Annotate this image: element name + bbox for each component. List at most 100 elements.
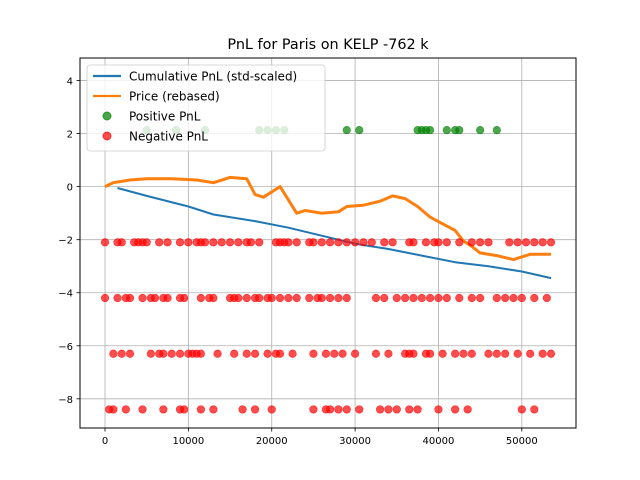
legend-label: Positive PnL bbox=[129, 110, 201, 124]
legend-label: Negative PnL bbox=[129, 130, 208, 144]
negative-pnl-point bbox=[113, 293, 122, 303]
negative-pnl-point bbox=[530, 405, 539, 414]
negative-pnl-point bbox=[284, 238, 293, 247]
negative-pnl-point bbox=[438, 349, 447, 358]
negative-pnl-point bbox=[292, 293, 301, 303]
negative-pnl-point bbox=[234, 238, 243, 247]
negative-pnl-point bbox=[109, 405, 118, 414]
negative-pnl-point bbox=[109, 349, 118, 358]
negative-pnl-point bbox=[426, 293, 435, 303]
negative-pnl-point bbox=[155, 238, 164, 247]
negative-pnl-point bbox=[209, 238, 218, 247]
negative-pnl-point bbox=[334, 293, 343, 303]
negative-pnl-point bbox=[542, 293, 551, 303]
series-line-0 bbox=[117, 187, 552, 280]
negative-pnl-point bbox=[467, 293, 476, 303]
negative-pnl-point bbox=[321, 349, 331, 358]
negative-pnl-point bbox=[530, 238, 539, 247]
negative-pnl-point bbox=[342, 405, 351, 414]
negative-pnl-point bbox=[209, 293, 218, 303]
negative-pnl-point bbox=[513, 238, 522, 247]
negative-pnl-point bbox=[384, 405, 393, 414]
negative-pnl-point bbox=[288, 349, 297, 358]
y-tick-label: 4 bbox=[67, 77, 73, 88]
negative-pnl-point bbox=[146, 349, 155, 358]
negative-pnl-point bbox=[367, 238, 376, 247]
negative-pnl-point bbox=[309, 349, 318, 358]
negative-pnl-point bbox=[380, 238, 389, 247]
negative-pnl-point bbox=[250, 349, 260, 358]
negative-pnl-point bbox=[213, 349, 222, 358]
negative-pnl-point bbox=[376, 405, 385, 414]
negative-pnl-point bbox=[451, 349, 460, 358]
negative-pnl-point bbox=[163, 238, 172, 247]
negative-pnl-point bbox=[325, 405, 335, 414]
positive-pnl-point bbox=[442, 126, 451, 135]
negative-pnl-point bbox=[451, 405, 460, 414]
negative-pnl-point bbox=[196, 405, 205, 414]
negative-pnl-point bbox=[250, 405, 260, 414]
negative-pnl-point bbox=[125, 349, 135, 358]
negative-pnl-point bbox=[546, 238, 556, 247]
negative-pnl-point bbox=[196, 349, 205, 358]
y-tick-label: −4 bbox=[58, 289, 73, 300]
negative-pnl-point bbox=[380, 293, 389, 303]
positive-pnl-point bbox=[476, 126, 485, 135]
negative-pnl-point bbox=[180, 405, 189, 414]
negative-pnl-point bbox=[163, 293, 172, 303]
negative-pnl-point bbox=[117, 349, 126, 358]
x-tick-label: 0 bbox=[102, 436, 108, 447]
negative-pnl-point bbox=[138, 405, 147, 414]
negative-pnl-point bbox=[330, 349, 339, 358]
axes-frame bbox=[79, 57, 577, 429]
negative-pnl-point bbox=[517, 405, 526, 414]
negative-pnl-point bbox=[167, 349, 176, 358]
negative-pnl-point bbox=[267, 405, 276, 414]
positive-pnl-point bbox=[455, 126, 464, 135]
negative-pnl-point bbox=[463, 405, 472, 414]
negative-pnl-point bbox=[255, 293, 264, 303]
negative-pnl-point bbox=[492, 293, 501, 303]
negative-pnl-point bbox=[267, 293, 276, 303]
negative-pnl-point bbox=[484, 238, 493, 247]
negative-pnl-point bbox=[138, 293, 147, 303]
negative-pnl-point bbox=[476, 293, 485, 303]
negative-pnl-point bbox=[484, 349, 493, 358]
negative-pnl-point bbox=[246, 238, 255, 247]
negative-pnl-point bbox=[180, 293, 189, 303]
negative-pnl-point bbox=[238, 405, 247, 414]
negative-pnl-point bbox=[505, 238, 514, 247]
negative-pnl-point bbox=[409, 349, 418, 358]
negative-pnl-point bbox=[421, 238, 431, 247]
negative-pnl-point bbox=[350, 349, 360, 358]
negative-pnl-point bbox=[517, 293, 526, 303]
legend-label: Price (rebased) bbox=[129, 90, 220, 104]
negative-pnl-point bbox=[309, 238, 318, 247]
negative-pnl-point bbox=[292, 238, 301, 247]
negative-pnl-point bbox=[121, 405, 130, 414]
negative-pnl-point bbox=[125, 293, 135, 303]
negative-pnl-point bbox=[234, 293, 243, 303]
negative-pnl-point bbox=[401, 293, 410, 303]
negative-pnl-point bbox=[200, 238, 210, 247]
y-tick-label: −2 bbox=[58, 236, 73, 247]
negative-pnl-point bbox=[371, 293, 381, 303]
legend: Cumulative PnL (std-scaled) Price (rebase… bbox=[86, 64, 326, 152]
negative-pnl-point bbox=[521, 238, 531, 247]
y-tick-label: −6 bbox=[58, 342, 73, 353]
negative-pnl-point bbox=[459, 349, 468, 358]
y-tick-label: 0 bbox=[67, 183, 73, 194]
negative-pnl-point bbox=[526, 349, 535, 358]
negative-pnl-point bbox=[434, 293, 443, 303]
positive-pnl-point bbox=[355, 126, 364, 135]
negative-pnl-point bbox=[159, 405, 168, 414]
negative-pnl-point bbox=[442, 238, 451, 247]
negative-pnl-point bbox=[209, 405, 218, 414]
negative-pnl-point bbox=[392, 405, 401, 414]
negative-pnl-point bbox=[325, 238, 335, 247]
legend-dot-marker bbox=[102, 111, 112, 121]
negative-pnl-point bbox=[263, 349, 272, 358]
negative-pnl-point bbox=[284, 293, 293, 303]
negative-pnl-point bbox=[442, 293, 451, 303]
negative-pnl-point bbox=[334, 405, 343, 414]
